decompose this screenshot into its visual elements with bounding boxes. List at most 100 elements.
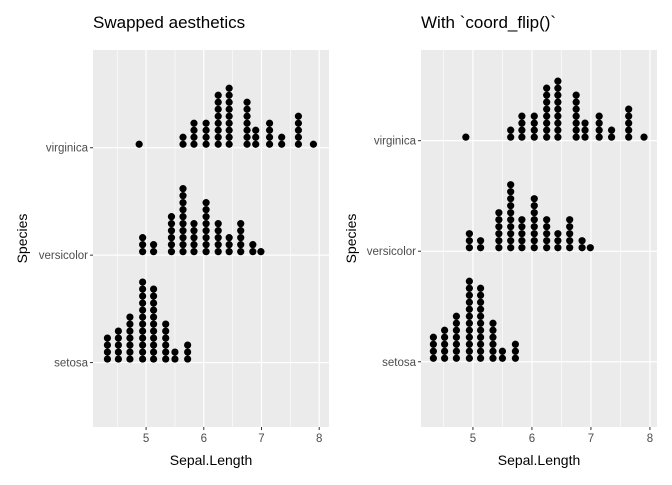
dot-virginica	[225, 91, 233, 99]
dot-versicolor	[202, 227, 210, 235]
dot-setosa	[452, 319, 460, 327]
y-tick-label: setosa	[382, 357, 416, 369]
dot-virginica	[265, 119, 274, 127]
dot-setosa	[162, 341, 170, 349]
dot-versicolor	[543, 244, 551, 252]
dot-virginica	[530, 133, 538, 141]
dot-versicolor	[257, 248, 265, 256]
dot-virginica	[179, 140, 187, 148]
dot-setosa	[149, 292, 158, 300]
dot-versicolor	[179, 220, 187, 228]
dot-setosa	[114, 334, 122, 342]
dot-versicolor	[202, 199, 210, 207]
dot-virginica	[190, 133, 198, 141]
x-tick-label: 5	[143, 433, 149, 445]
dot-virginica	[225, 98, 233, 106]
dot-versicolor	[543, 216, 551, 224]
dot-virginica	[625, 126, 633, 134]
dot-versicolor	[578, 237, 586, 245]
dot-setosa	[139, 334, 147, 342]
dot-virginica	[243, 105, 251, 113]
dot-setosa	[126, 313, 134, 321]
dot-versicolor	[518, 237, 526, 245]
dot-virginica	[294, 133, 303, 141]
dot-versicolor	[586, 244, 594, 252]
dot-setosa	[114, 341, 122, 349]
dot-versicolor	[530, 230, 538, 238]
dot-setosa	[489, 347, 497, 355]
dot-virginica	[518, 119, 526, 127]
panel-background	[93, 50, 329, 427]
dot-virginica	[225, 126, 233, 134]
dot-versicolor	[237, 234, 245, 242]
dot-virginica	[190, 140, 198, 148]
dot-versicolor	[578, 244, 586, 252]
dot-setosa	[498, 354, 507, 362]
dot-setosa	[429, 354, 437, 362]
dot-virginica	[243, 112, 251, 120]
dot-setosa	[441, 354, 449, 362]
dot-setosa	[476, 291, 485, 299]
dot-versicolor	[225, 241, 233, 249]
dot-virginica	[518, 112, 526, 120]
dot-virginica	[530, 112, 538, 120]
dot-virginica	[294, 126, 303, 134]
dot-virginica	[214, 126, 222, 134]
dot-versicolor	[518, 244, 526, 252]
dot-virginica	[294, 140, 303, 148]
dot-virginica	[554, 105, 562, 113]
dot-versicolor	[179, 241, 187, 249]
dot-versicolor	[179, 185, 187, 193]
dot-versicolor	[237, 220, 245, 228]
dot-setosa	[429, 340, 437, 348]
dot-versicolor	[566, 216, 574, 224]
dot-setosa	[465, 340, 473, 348]
dot-versicolor	[507, 209, 515, 217]
dot-versicolor	[507, 188, 515, 196]
dot-virginica	[214, 119, 222, 127]
dot-versicolor	[214, 227, 222, 235]
dot-versicolor	[507, 237, 515, 245]
dot-versicolor	[202, 241, 210, 249]
dot-versicolor	[566, 223, 574, 231]
dot-versicolor	[465, 237, 473, 245]
dot-virginica	[225, 84, 233, 92]
x-axis-label: Sepal.Length	[170, 452, 253, 468]
dot-setosa	[476, 326, 485, 334]
dot-virginica	[625, 133, 633, 141]
dot-setosa	[149, 320, 158, 328]
dot-setosa	[465, 326, 473, 334]
dot-virginica	[278, 133, 286, 141]
dot-virginica	[252, 140, 260, 148]
dot-versicolor	[465, 244, 473, 252]
dot-versicolor	[554, 244, 562, 252]
dot-virginica	[554, 119, 562, 127]
dot-virginica	[202, 140, 210, 148]
dot-setosa	[139, 355, 147, 363]
dot-setosa	[452, 333, 460, 341]
dot-setosa	[476, 347, 485, 355]
dot-versicolor	[202, 220, 210, 228]
dot-virginica	[225, 105, 233, 113]
dot-virginica	[572, 126, 580, 134]
right-panel: 5 6 7 8 setosa versicolor virginica With `coord…	[343, 13, 657, 468]
dot-virginica	[243, 98, 251, 106]
dot-virginica	[214, 105, 222, 113]
dot-versicolor	[518, 230, 526, 238]
dot-setosa	[511, 354, 519, 362]
dot-versicolor	[543, 230, 551, 238]
dot-virginica	[225, 119, 233, 127]
y-tick-label: setosa	[54, 358, 88, 370]
dot-versicolor	[214, 248, 222, 256]
dot-setosa	[162, 327, 170, 335]
dot-virginica	[572, 133, 580, 141]
dot-setosa	[441, 326, 449, 334]
dot-setosa	[476, 333, 485, 341]
dot-setosa	[126, 341, 134, 349]
dot-setosa	[126, 327, 134, 335]
dot-virginica	[243, 126, 251, 134]
dot-virginica	[214, 98, 222, 106]
dot-versicolor	[225, 234, 233, 242]
dot-virginica	[265, 133, 274, 141]
